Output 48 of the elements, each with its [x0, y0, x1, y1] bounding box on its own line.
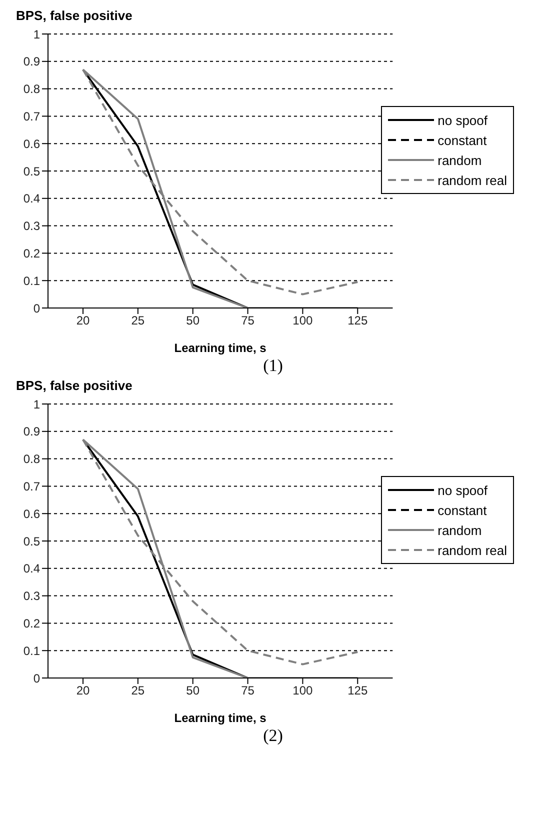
- y-tick-label: 0.4: [23, 192, 40, 206]
- x-tick-label: 75: [241, 314, 255, 328]
- legend-label: no spoof: [438, 112, 488, 128]
- legend-label: constant: [438, 132, 487, 148]
- x-tick-label: 50: [186, 684, 200, 698]
- y-tick-label: 0.6: [23, 136, 40, 151]
- x-axis-title: Learning time, s: [174, 341, 267, 355]
- y-tick-label: 1: [33, 27, 40, 42]
- x-tick-label: 100: [292, 684, 314, 698]
- text: (2): [262, 726, 284, 747]
- y-tick-label: 0.9: [23, 54, 40, 69]
- text: (1): [262, 356, 284, 377]
- x-tick-label: 20: [76, 684, 90, 698]
- y-tick-label: 0.4: [23, 562, 40, 576]
- legend-label: random: [438, 152, 482, 168]
- y-tick-label: 0.3: [23, 219, 40, 234]
- x-axis-title: Learning time, s: [174, 711, 267, 725]
- x-tick-label: 25: [131, 314, 145, 328]
- y-tick-label: 0.7: [23, 479, 40, 494]
- legend-label: random: [438, 522, 482, 538]
- y-tick-label: 0.2: [23, 616, 40, 630]
- y-tick-label: 0.8: [23, 82, 40, 96]
- y-tick-label: 0.6: [23, 506, 40, 521]
- x-tick-label: 50: [186, 314, 200, 328]
- legend-label: random real: [438, 542, 507, 558]
- x-tick-label: 75: [241, 684, 255, 698]
- chart-title: BPS, false positive: [15, 8, 134, 25]
- y-tick-label: 0.5: [23, 534, 40, 548]
- y-tick-label: 1: [33, 397, 40, 412]
- y-tick-label: 0: [33, 301, 40, 316]
- y-tick-label: 0.2: [23, 246, 40, 260]
- y-tick-label: 0.5: [23, 164, 40, 178]
- y-tick-label: 0.7: [23, 109, 40, 124]
- x-tick-label: 125: [348, 314, 368, 328]
- y-tick-label: 0: [33, 671, 40, 686]
- y-tick-label: 0.1: [23, 274, 40, 288]
- y-tick-label: 0.8: [23, 452, 40, 466]
- chart-title: BPS, false positive: [15, 378, 134, 395]
- x-tick-label: 125: [348, 684, 368, 698]
- y-tick-label: 0.1: [23, 644, 40, 658]
- legend-label: no spoof: [438, 482, 488, 498]
- legend-label: constant: [438, 502, 487, 518]
- y-tick-label: 0.9: [23, 424, 40, 439]
- x-tick-label: 25: [131, 684, 145, 698]
- x-tick-label: 100: [292, 314, 314, 328]
- y-tick-label: 0.3: [23, 589, 40, 604]
- legend-label: random real: [438, 172, 507, 188]
- x-tick-label: 20: [76, 314, 90, 328]
